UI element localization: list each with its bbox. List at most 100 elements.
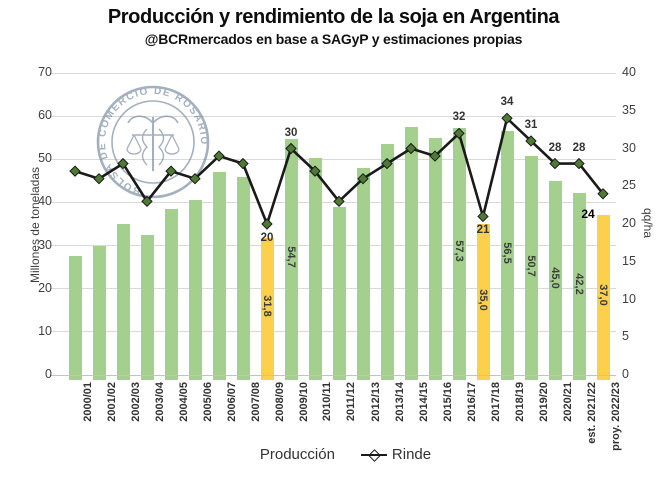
x-axis-label-2003/04: 2003/04 [153, 382, 166, 422]
rinde-marker [333, 195, 345, 208]
rinde-value-label: 20 [260, 232, 274, 244]
gridline [50, 115, 616, 117]
left-axis-tick-label: 10 [38, 323, 52, 338]
bar-2009/10 [284, 139, 298, 380]
bar-2015/16 [428, 137, 442, 380]
rinde-marker [93, 172, 105, 185]
bar-2016/17 [452, 127, 466, 380]
x-axis-label-2015/16: 2015/16 [441, 382, 454, 422]
bar-value-label: 42,2 [573, 273, 585, 295]
rinde-marker [357, 172, 369, 185]
right-axis-title: qq/ha [641, 207, 655, 239]
rinde-marker [453, 127, 465, 140]
rinde-value-label: 34 [500, 96, 514, 109]
x-axis-label-2005/06: 2005/06 [201, 382, 214, 422]
rinde-marker [261, 218, 273, 230]
x-axis-label-2006/07: 2006/07 [225, 382, 238, 422]
left-axis-tick-label: 60 [38, 108, 52, 123]
chart-title: Producción y rendimiento de la soja en A… [107, 6, 560, 28]
rinde-marker [141, 195, 153, 208]
x-axis-label-2020/21: 2020/21 [561, 382, 574, 422]
right-axis-tick-label: 15 [622, 253, 636, 268]
bar-2005/06 [188, 200, 202, 380]
x-axis-label-2010/11: 2010/11 [321, 382, 334, 422]
rinde-marker [549, 157, 561, 170]
right-axis-tick-label: 5 [622, 329, 629, 344]
x-axis-label-2008/09: 2008/09 [273, 382, 286, 422]
bar-value-label: 37,0 [597, 284, 609, 306]
rinde-marker [165, 165, 177, 177]
right-axis-tick-label: 35 [622, 102, 636, 117]
rinde-value-label: 21 [476, 224, 490, 237]
bar-proy. 2022/23 [596, 215, 610, 380]
x-axis-label-2009/10: 2009/10 [297, 382, 310, 422]
rinde-marker [237, 157, 249, 170]
right-axis-tick-label: 40 [622, 65, 636, 79]
x-axis-label-2014/15: 2014/15 [417, 382, 430, 422]
rinde-marker [573, 157, 585, 170]
right-axis-tick-label: 10 [622, 291, 636, 306]
bar-2007/08 [236, 176, 250, 380]
bar-2002/03 [116, 224, 130, 380]
rinde-value-label: 28 [572, 141, 586, 154]
rinde-marker [429, 150, 441, 162]
bar-value-label: 56,5 [501, 242, 513, 264]
rinde-marker [117, 157, 129, 170]
x-axis-label-proy. 2022/23: proy. 2022/23 [609, 382, 622, 451]
bar-2012/13 [356, 167, 370, 380]
bar-2008/09 [260, 237, 274, 380]
bar-2018/19 [500, 131, 514, 380]
rinde-value-label: 31 [524, 118, 538, 131]
left-axis-tick-label: 30 [38, 237, 52, 252]
rinde-value-label: 28 [548, 141, 562, 154]
legend-item-produccion: Producción [236, 446, 335, 463]
bar-value-label: 54,7 [285, 246, 297, 268]
rinde-marker [597, 188, 609, 200]
right-axis-tick-label: 0 [622, 367, 629, 381]
rinde-value-label: 32 [452, 111, 466, 124]
rinde-value-label: 30 [284, 126, 298, 139]
left-axis-title: Millones de toneladas [28, 166, 42, 284]
x-axis-line [50, 374, 616, 376]
bar-value-label: 57,3 [453, 240, 465, 263]
x-axis-label-2007/08: 2007/08 [249, 382, 262, 422]
bar-2006/07 [212, 172, 226, 380]
right-axis-tick-label: 30 [622, 140, 636, 155]
legend: Producción Rinde [0, 446, 667, 463]
left-axis-tick-label: 0 [45, 367, 52, 381]
rinde-value-label: 24 [581, 206, 595, 221]
bar-2011/12 [332, 206, 346, 380]
bar-2014/15 [404, 126, 418, 380]
x-axis-label-2004/05: 2004/05 [177, 382, 190, 422]
x-axis-label-2016/17: 2016/17 [465, 382, 478, 422]
rinde-marker [501, 112, 513, 125]
bar-2020/21 [548, 180, 562, 380]
caduceus-scales-icon [126, 115, 180, 171]
bar-2013/14 [380, 144, 394, 380]
x-axis-label-est. 2021/22: est. 2021/22 [585, 382, 598, 444]
gridline [50, 72, 616, 74]
bar-2003/04 [140, 234, 154, 380]
bar-2010/11 [308, 157, 322, 380]
bar-2019/20 [524, 156, 538, 380]
chart-subtitle: @BCRmercados en base a SAGyP y estimacio… [144, 31, 523, 47]
bar-value-label: 50,7 [525, 254, 537, 277]
x-axis-label-2011/12: 2011/12 [345, 382, 358, 422]
rinde-marker [285, 142, 297, 155]
x-axis-label-2001/02: 2001/02 [105, 382, 118, 422]
gridline [50, 158, 616, 160]
rinde-marker [525, 135, 537, 147]
left-axis-tick-label: 70 [38, 65, 52, 79]
bar-2000/01 [68, 256, 82, 380]
right-axis-tick-label: 20 [622, 216, 636, 230]
bar-est. 2021/22 [572, 192, 586, 380]
legend-item-rinde: Rinde [360, 446, 432, 463]
x-axis-label-2002/03: 2002/03 [129, 382, 142, 422]
x-axis-label-2013/14: 2013/14 [393, 382, 406, 422]
bar-2017/18 [476, 224, 490, 380]
legend-label-rinde: Rinde [391, 446, 432, 463]
gridline [50, 201, 616, 203]
rinde-marker [381, 157, 393, 170]
